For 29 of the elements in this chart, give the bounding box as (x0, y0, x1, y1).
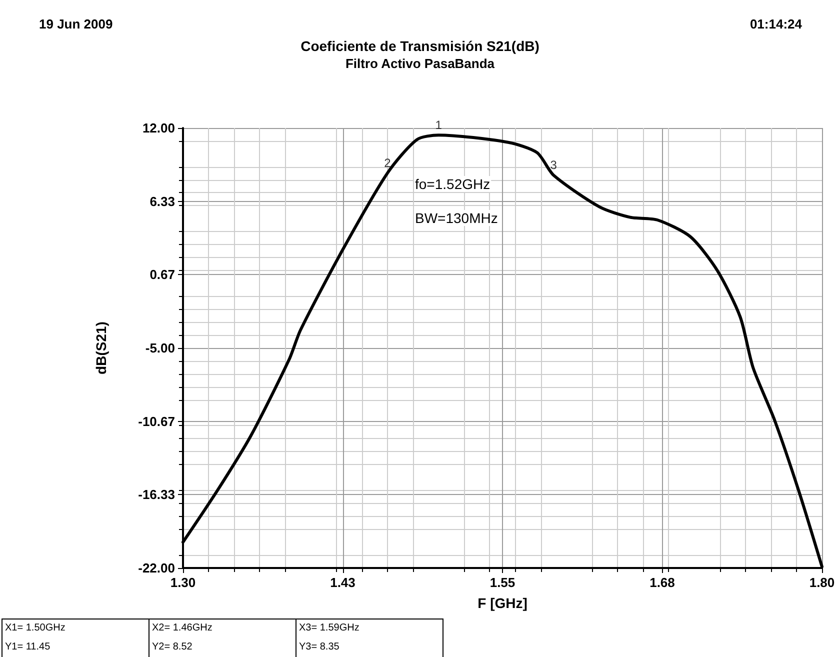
text: Y1= 11.45 (5, 642, 51, 652)
y-axis-title: dB(S21) (93, 322, 109, 374)
y-tick-label: 6.33 (150, 194, 175, 209)
text: Y3= 8.35 (299, 642, 340, 652)
y-tick-label: -10.67 (138, 414, 175, 429)
y-tick-label: -5.00 (145, 340, 175, 356)
chart-title: Coeficiente de Transmisión S21(dB) (300, 38, 540, 54)
y-tick-label: -16.33 (138, 487, 175, 502)
annotation: BW=130MHz (415, 210, 498, 226)
text: Y2= 8.52 (152, 642, 193, 652)
x-tick-label: 1.55 (490, 575, 516, 590)
y-tick-label: 12.00 (142, 120, 175, 136)
y-tick-label: -22.00 (138, 560, 175, 576)
annotation: fo=1.52GHz (415, 176, 490, 192)
x-tick-label: 1.30 (170, 575, 196, 590)
text: X1= 1.50GHz (5, 622, 66, 634)
text: 01:14:24 (750, 16, 803, 32)
x-axis-title: F [GHz] (478, 595, 528, 611)
text: X2= 1.46GHz (152, 622, 212, 634)
annotation: 2 (384, 156, 392, 170)
annotation: 1 (435, 118, 442, 132)
y-tick-label: 0.67 (150, 267, 175, 282)
x-tick-label: 1.68 (650, 575, 675, 590)
chart-subtitle: Filtro Activo PasaBanda (345, 56, 496, 71)
text: X3= 1.59GHz (299, 622, 360, 634)
text: 19 Jun 2009 (39, 16, 113, 32)
x-tick-label: 1.43 (330, 575, 356, 590)
annotation: 3 (550, 158, 558, 172)
x-tick-label: 1.80 (809, 575, 835, 590)
